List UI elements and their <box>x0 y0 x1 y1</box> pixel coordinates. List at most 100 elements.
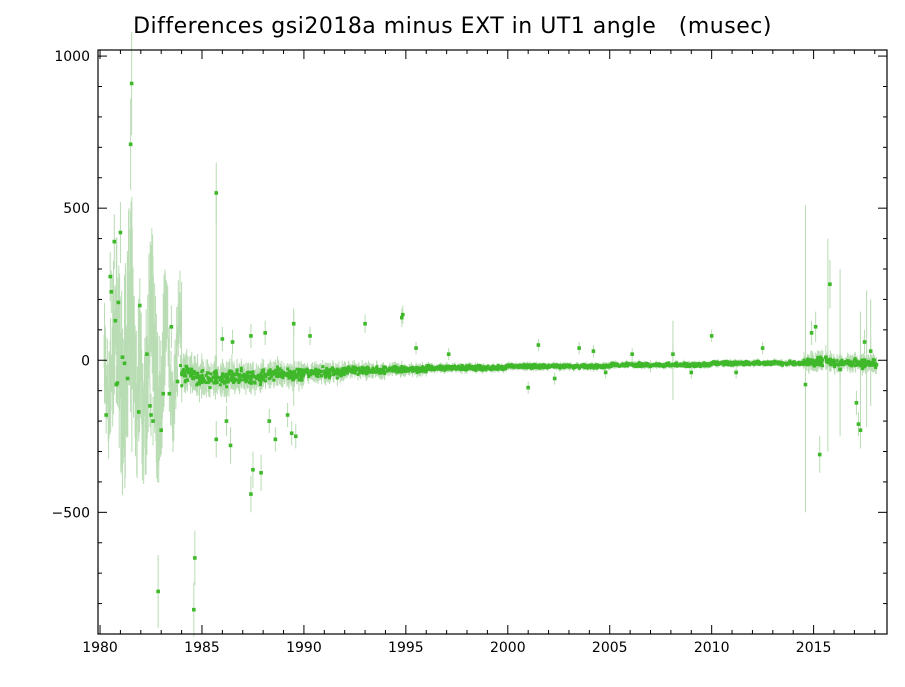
data-point <box>193 376 197 380</box>
data-point <box>195 376 199 380</box>
data-point <box>842 363 846 367</box>
data-point <box>529 364 533 368</box>
data-point <box>297 370 301 374</box>
data-point <box>237 380 241 384</box>
data-point <box>490 367 494 371</box>
data-point <box>495 367 499 371</box>
data-point <box>424 367 428 371</box>
data-point <box>830 359 834 363</box>
data-point <box>247 375 251 379</box>
data-point <box>227 378 231 382</box>
data-point <box>298 367 302 371</box>
data-point <box>326 369 330 373</box>
data-point <box>263 372 267 376</box>
data-point <box>238 379 242 383</box>
data-point <box>286 371 290 375</box>
data-point <box>197 378 201 382</box>
data-point <box>242 378 246 382</box>
data-point <box>184 369 188 373</box>
data-point <box>187 369 191 373</box>
data-point <box>167 391 172 396</box>
data-point <box>646 364 650 368</box>
data-point <box>125 376 130 381</box>
data-point <box>480 366 484 370</box>
data-point <box>603 370 608 375</box>
data-point <box>630 352 634 356</box>
data-point <box>262 368 266 372</box>
data-point <box>221 372 225 376</box>
data-point <box>192 377 196 381</box>
data-point <box>772 359 776 363</box>
data-point <box>487 367 491 371</box>
y-tick-label: 1000 <box>54 49 90 65</box>
data-point <box>532 364 536 368</box>
data-point <box>816 358 820 362</box>
data-point <box>116 300 121 305</box>
data-point <box>390 369 394 373</box>
data-point <box>129 81 134 86</box>
data-point <box>739 361 743 365</box>
data-point <box>231 378 235 382</box>
y-tick-label: 0 <box>81 353 90 369</box>
data-point <box>667 361 671 365</box>
data-point <box>234 377 238 381</box>
data-point <box>400 312 405 317</box>
data-point <box>249 381 253 385</box>
data-point <box>788 360 792 364</box>
data-point <box>406 369 410 373</box>
data-point <box>426 363 430 367</box>
data-point <box>566 363 570 367</box>
data-point <box>456 365 460 369</box>
data-point <box>449 367 453 371</box>
data-point <box>709 334 714 338</box>
data-point <box>244 373 248 377</box>
plot-frame <box>97 49 888 635</box>
data-point <box>192 607 196 612</box>
data-point <box>332 371 336 375</box>
data-point <box>824 355 828 360</box>
data-point <box>675 364 679 368</box>
data-point <box>112 239 117 244</box>
data-point <box>474 368 478 372</box>
data-point <box>798 362 802 366</box>
data-point <box>410 366 414 370</box>
data-point <box>382 370 386 374</box>
data-point <box>184 364 188 368</box>
data-point <box>360 365 364 369</box>
data-point <box>274 368 278 372</box>
data-point <box>187 371 191 375</box>
data-point <box>199 374 203 378</box>
data-point <box>308 334 312 338</box>
data-point <box>476 367 480 371</box>
data-point <box>120 355 125 360</box>
data-point <box>384 365 388 369</box>
data-point <box>149 413 153 417</box>
data-point <box>206 376 210 380</box>
data-point <box>215 380 219 384</box>
data-point <box>813 359 817 363</box>
x-tick-label: 2000 <box>490 640 526 656</box>
data-point <box>392 367 396 371</box>
data-point <box>259 371 263 375</box>
data-point <box>780 361 784 365</box>
data-point <box>108 274 113 279</box>
x-tick-label: 1990 <box>286 640 322 656</box>
data-point <box>747 362 751 366</box>
data-point <box>113 318 118 323</box>
data-point <box>391 365 395 369</box>
data-point <box>761 362 765 366</box>
data-point <box>118 230 123 235</box>
data-point <box>203 380 207 384</box>
data-point <box>261 378 265 382</box>
data-point <box>217 376 221 380</box>
data-point <box>136 410 141 414</box>
data-point <box>856 362 860 366</box>
data-point <box>190 372 194 376</box>
data-point <box>381 368 385 372</box>
data-point <box>855 359 859 363</box>
data-point <box>257 376 261 380</box>
data-point <box>283 373 287 377</box>
data-point <box>325 366 329 370</box>
data-point <box>300 368 304 372</box>
data-point <box>182 374 186 378</box>
